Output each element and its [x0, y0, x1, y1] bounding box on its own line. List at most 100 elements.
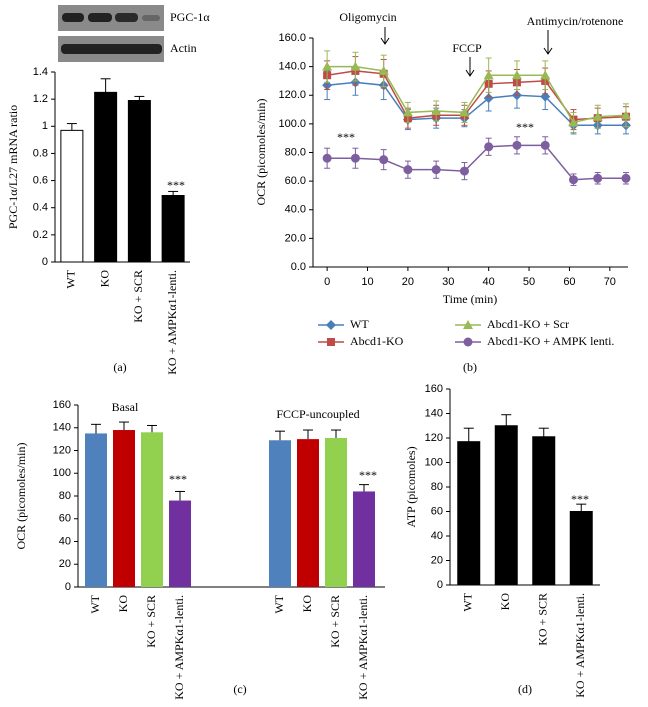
injection-arrows: [380, 27, 553, 77]
x-tick-label: KO: [97, 270, 111, 288]
y-tick-label: 0.2: [33, 229, 48, 241]
x-axis-label: Time (min): [443, 292, 498, 306]
marker: [621, 173, 631, 183]
marker: [483, 70, 494, 80]
blot-label: Actin: [170, 41, 197, 55]
x-tick-label: KO + AMPKα1-lenti.: [356, 595, 370, 700]
x-tick-label: KO: [300, 595, 314, 613]
bar: [457, 441, 481, 586]
y-tick-label: 1.2: [33, 93, 48, 105]
annotation: Oligomycin: [339, 10, 396, 24]
y-tick-label: 140: [53, 422, 71, 434]
series-line: [327, 70, 627, 121]
bar: [325, 437, 347, 587]
legend-marker: [327, 338, 335, 346]
y-tick-label: 0.6: [33, 174, 48, 186]
bar: [494, 425, 518, 586]
y-tick-label: 1: [42, 120, 48, 132]
arrow: [380, 27, 390, 45]
bar: [141, 432, 163, 587]
marker: [484, 142, 494, 152]
group-title: Basal: [112, 400, 139, 414]
y-tick-label: 60.0: [285, 175, 306, 187]
marker: [322, 61, 333, 71]
annotation: ***: [571, 492, 589, 506]
marker: [350, 153, 360, 163]
marker: [511, 70, 522, 80]
blot-band: [115, 13, 138, 22]
y-tick-label: 20.0: [285, 232, 306, 244]
marker: [459, 166, 469, 176]
panel-label: (d): [518, 682, 532, 696]
marker: [431, 165, 441, 175]
bar: [169, 500, 191, 587]
legend-label: WT: [350, 317, 369, 331]
y-tick-label: 140.0: [278, 61, 306, 73]
x-tick-label: WT: [272, 594, 286, 613]
y-tick-label: 80: [431, 481, 443, 493]
x-tick-label: WT: [461, 592, 475, 611]
annotation: ***: [516, 120, 534, 134]
y-tick-label: 140: [425, 407, 443, 419]
marker: [620, 110, 631, 120]
marker: [568, 175, 578, 185]
y-tick-label: 80: [59, 490, 71, 502]
y-tick-label: 20: [431, 554, 443, 566]
marker: [512, 140, 522, 150]
x-tick-label: KO + AMPKα1-lenti.: [573, 593, 587, 698]
marker: [379, 155, 389, 165]
bar: [161, 195, 185, 263]
arrow: [543, 30, 553, 55]
y-tick-label: 0: [65, 581, 71, 593]
y-axis-label: OCR (picomoles/min): [14, 443, 28, 550]
y-axis-label: OCR (picomoles/min): [254, 99, 268, 206]
bar: [113, 430, 135, 587]
y-tick-label: 160.0: [278, 32, 306, 44]
x-tick-label: KO + SCR: [328, 595, 342, 648]
marker: [431, 105, 442, 115]
annotation: ***: [359, 468, 377, 482]
y-tick-label: 60: [431, 505, 443, 517]
marker: [459, 107, 470, 117]
y-tick-label: 160: [53, 399, 71, 411]
marker: [540, 140, 550, 150]
marker: [322, 153, 332, 163]
panel-label: (c): [233, 682, 246, 696]
x-tick-label: 10: [361, 276, 373, 288]
y-tick-label: 120: [53, 444, 71, 456]
group-title: FCCP-uncoupled: [276, 407, 359, 421]
bar: [127, 100, 151, 263]
y-tick-label: 0.0: [291, 261, 306, 273]
blot-label: PGC-1α: [170, 10, 210, 24]
x-tick-label: KO + SCR: [131, 270, 145, 323]
x-tick-label: 20: [402, 276, 414, 288]
x-tick-label: KO: [498, 593, 512, 611]
y-tick-label: 120: [425, 432, 443, 444]
y-tick-label: 100: [425, 456, 443, 468]
y-tick-label: 60: [59, 513, 71, 525]
x-tick-label: 40: [483, 276, 495, 288]
x-tick-label: 60: [563, 276, 575, 288]
marker: [540, 70, 551, 80]
marker: [378, 65, 389, 75]
annotation: ***: [169, 472, 187, 486]
blot-band: [88, 13, 112, 22]
marker: [483, 93, 494, 104]
y-tick-label: 0.4: [33, 202, 48, 214]
annotation: FCCP: [452, 41, 482, 55]
y-axis-label: PGC-1α/L27 mRNA ratio: [6, 105, 20, 229]
blot-band: [62, 13, 84, 22]
legend-marker: [463, 320, 473, 329]
arrow: [465, 57, 475, 77]
legend-label: Abcd1-KO + Scr: [487, 317, 569, 331]
x-tick-label: 50: [523, 276, 535, 288]
y-tick-label: 160: [425, 383, 443, 395]
bar: [60, 129, 84, 263]
marker: [350, 61, 361, 71]
legend-marker: [463, 337, 473, 347]
bar: [353, 491, 375, 587]
panel-label: (a): [113, 360, 126, 374]
y-axis-label: ATP (picomoles): [404, 446, 418, 527]
y-tick-label: 40: [431, 530, 443, 542]
